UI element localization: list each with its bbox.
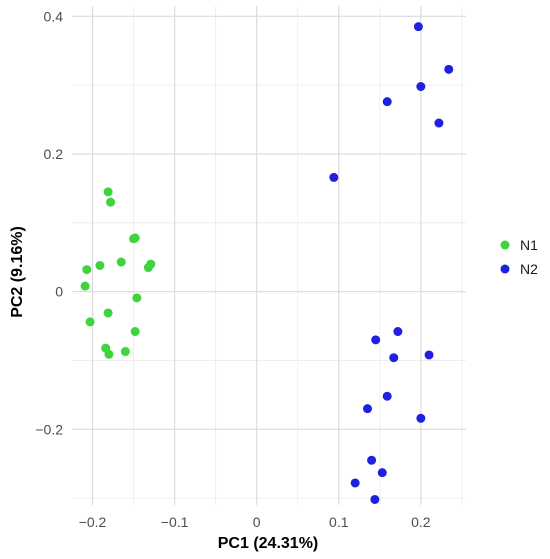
data-point	[416, 413, 426, 423]
data-point	[103, 187, 113, 197]
y-tick-label: 0	[55, 284, 63, 300]
data-point	[103, 308, 113, 318]
data-point	[85, 317, 95, 327]
data-point	[382, 391, 392, 401]
legend-marker-n2	[500, 264, 510, 274]
legend-marker-n1	[500, 240, 510, 250]
data-point	[377, 468, 387, 478]
data-point	[143, 263, 153, 273]
legend-label-n1: N1	[520, 237, 538, 253]
data-point	[416, 82, 426, 92]
data-point	[104, 349, 114, 359]
data-point	[370, 494, 380, 504]
tick-labels: −0.2 −0.1 0 0.1 0.2 −0.2 0 0.2 0.4	[35, 8, 430, 530]
data-point	[444, 64, 454, 74]
data-point	[367, 455, 377, 465]
data-point	[82, 265, 92, 275]
legend-label-n2: N2	[520, 261, 538, 277]
data-point	[116, 257, 126, 267]
x-axis-title: PC1 (24.31%)	[218, 535, 319, 552]
x-tick-label: 0.1	[329, 514, 349, 530]
data-point	[132, 293, 142, 303]
grid	[72, 6, 466, 505]
y-axis-title: PC2 (9.16%)	[9, 226, 26, 318]
data-point	[130, 327, 140, 337]
data-point	[389, 353, 399, 363]
y-tick-label: −0.2	[35, 421, 63, 437]
data-point	[80, 281, 90, 291]
x-tick-label: 0.2	[411, 514, 431, 530]
legend: N1 N2	[500, 237, 538, 277]
data-point	[106, 197, 116, 207]
data-point	[434, 118, 444, 128]
data-point	[382, 97, 392, 107]
data-point	[95, 260, 105, 270]
data-points	[80, 22, 454, 504]
data-point	[371, 335, 381, 345]
data-point	[350, 478, 360, 488]
series-n1	[80, 187, 156, 359]
data-point	[329, 172, 339, 182]
data-point	[130, 233, 140, 243]
y-tick-label: 0.4	[44, 8, 64, 24]
x-tick-label: −0.1	[161, 514, 189, 530]
y-tick-label: 0.2	[44, 146, 64, 162]
data-point	[120, 347, 130, 357]
data-point	[424, 350, 434, 360]
x-tick-label: −0.2	[79, 514, 107, 530]
series-n2	[329, 22, 454, 504]
x-tick-label: 0	[253, 514, 261, 530]
data-point	[393, 327, 403, 337]
data-point	[363, 404, 372, 414]
data-point	[413, 22, 423, 32]
